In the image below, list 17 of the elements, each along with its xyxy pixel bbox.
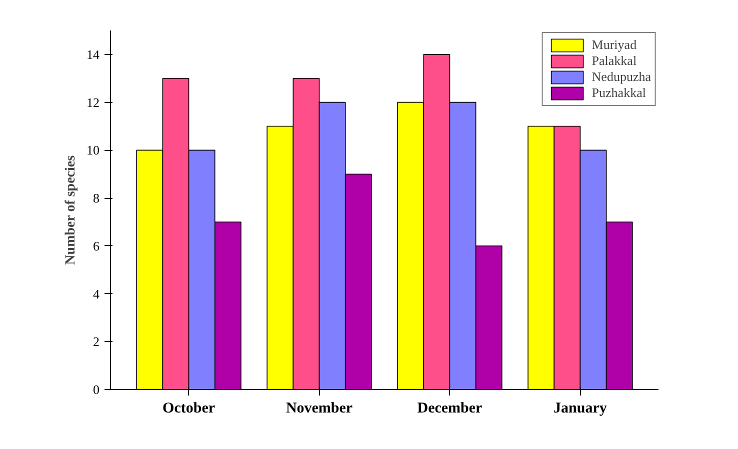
y-tick-label: 2 <box>93 334 100 350</box>
x-tick-label: January <box>554 400 608 416</box>
y-tick-label: 10 <box>86 142 100 158</box>
legend-label: Nedupuzha <box>592 69 651 85</box>
legend-label: Muriyad <box>592 37 637 53</box>
y-tick-label: 6 <box>93 238 100 254</box>
y-tick-label: 12 <box>86 94 100 110</box>
y-tick-label: 0 <box>93 382 100 397</box>
y-tick-label: 14 <box>86 46 100 62</box>
y-tick-label: 4 <box>93 286 100 302</box>
x-tick-label: December <box>417 400 483 416</box>
y-tick-label: 8 <box>93 190 100 206</box>
legend-label: Palakkal <box>592 53 637 69</box>
x-tick-label: November <box>286 400 353 416</box>
y-axis-title: Number of species <box>64 154 78 265</box>
x-tick-label: October <box>162 400 216 416</box>
legend-label: Puzhakkal <box>592 85 646 101</box>
